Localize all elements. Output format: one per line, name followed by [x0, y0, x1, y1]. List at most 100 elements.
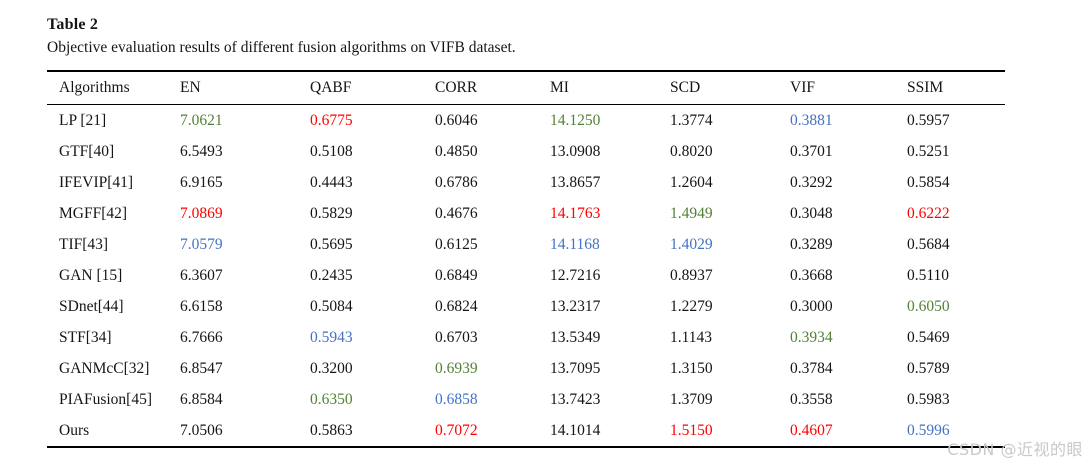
metric-value: 0.5469	[907, 328, 950, 346]
table-row: LP [21] 7.0621 0.6775 0.6046 14.1250 1.3774 0.…	[47, 105, 1005, 137]
algorithm-name: STF[34]	[59, 328, 112, 346]
column-header: SCD	[670, 70, 790, 105]
metric-value: 7.0869	[180, 204, 223, 222]
column-header: SSIM	[907, 70, 1005, 105]
metric-value: 0.6046	[435, 111, 478, 129]
algorithm-name: IFEVIP[41]	[59, 173, 134, 191]
algorithm-name: TIF[43]	[59, 235, 109, 253]
metric-value: 6.3607	[180, 266, 223, 284]
metric-value: 0.5110	[907, 266, 950, 284]
metric-value: 0.4607	[790, 415, 907, 448]
metric-value: 0.6939	[435, 359, 478, 377]
table-body: LP [21] 7.0621 0.6775 0.6046 14.1250 1.3774 0.…	[47, 105, 1005, 448]
metric-value: 0.5863	[310, 415, 435, 448]
table-row: PIAFusion[45] 6.8584 0.6350 0.6858 13.7423 1.…	[47, 384, 1005, 415]
metric-value: 0.6222	[907, 204, 950, 222]
metric-value: 6.8584	[180, 390, 223, 408]
table-row: SDnet[44] 6.6158 0.5084 0.6824 13.2317 1.2279…	[47, 291, 1005, 322]
column-header: EN	[180, 70, 310, 105]
metric-value: 12.7216	[550, 266, 601, 284]
metric-value: 7.0621	[180, 111, 223, 129]
csdn-watermark: CSDN @近视的眼	[947, 440, 1083, 459]
metric-value: 1.4029	[670, 235, 713, 253]
metric-value: 0.6350	[310, 390, 353, 408]
column-header: CORR	[435, 70, 550, 105]
metric-value: 1.4949	[670, 204, 713, 222]
metric-value: 14.1763	[550, 204, 601, 222]
table-row: GAN [15] 6.3607 0.2435 0.6849 12.7216 0.8937 0…	[47, 260, 1005, 291]
metric-value: 0.5084	[310, 297, 353, 315]
table-row: GANMcC[32] 6.8547 0.3200 0.6939 13.7095 1.315…	[47, 353, 1005, 384]
metric-value: 0.3200	[310, 359, 353, 377]
column-header: MI	[550, 70, 670, 105]
metric-value: 0.6775	[310, 111, 353, 129]
table-row: STF[34] 6.7666 0.5943 0.6703 13.5349 1.1143 0.…	[47, 322, 1005, 353]
metric-value: 6.9165	[180, 173, 223, 191]
results-table: Algorithms EN QABF CORR MI SCD VIF SSIM LP [21]…	[47, 70, 1005, 448]
metric-value: 1.3150	[670, 359, 713, 377]
metric-value: 0.5854	[907, 173, 950, 191]
metric-value: 0.6849	[435, 266, 478, 284]
column-header: VIF	[790, 70, 907, 105]
algorithm-name: LP [21]	[59, 111, 107, 129]
metric-value: 0.3881	[790, 111, 833, 129]
metric-value: 0.5789	[907, 359, 950, 377]
metric-value: 6.5493	[180, 142, 223, 160]
algorithm-name: SDnet[44]	[59, 297, 124, 315]
metric-value: 0.5983	[907, 390, 950, 408]
metric-value: 0.3000	[790, 297, 833, 315]
metric-value: 0.7072	[435, 415, 550, 448]
table-row: GTF[40] 6.5493 0.5108 0.4850 13.0908 0.8020 0.…	[47, 136, 1005, 167]
metric-value: 1.5150	[670, 415, 790, 448]
metric-value: 0.8020	[670, 142, 713, 160]
algorithm-name: GANMcC[32]	[59, 359, 150, 377]
metric-value: 1.3774	[670, 111, 713, 129]
algorithm-name: GTF[40]	[59, 142, 115, 160]
metric-value: 0.5943	[310, 328, 353, 346]
table-title: Table 2	[47, 16, 99, 33]
metric-value: 0.4676	[435, 204, 478, 222]
column-header: QABF	[310, 70, 435, 105]
metric-value: 0.5695	[310, 235, 353, 253]
metric-value: 6.7666	[180, 328, 223, 346]
metric-value: 0.3934	[790, 328, 833, 346]
algorithm-name: Ours	[47, 415, 180, 448]
metric-value: 13.7095	[550, 359, 601, 377]
metric-value: 0.6125	[435, 235, 478, 253]
metric-value: 0.5829	[310, 204, 353, 222]
metric-value: 0.6703	[435, 328, 478, 346]
metric-value: 0.3289	[790, 235, 833, 253]
metric-value: 13.2317	[550, 297, 601, 315]
table-row: TIF[43] 7.0579 0.5695 0.6125 14.1168 1.4029 0.…	[47, 229, 1005, 260]
metric-value: 0.5251	[907, 142, 950, 160]
metric-value: 6.6158	[180, 297, 223, 315]
metric-value: 0.3292	[790, 173, 833, 191]
metric-value: 0.3048	[790, 204, 833, 222]
metric-value: 13.0908	[550, 142, 601, 160]
header-row: Algorithms EN QABF CORR MI SCD VIF SSIM	[47, 70, 1005, 105]
metric-value: 0.3701	[790, 142, 833, 160]
metric-value: 0.5957	[907, 111, 950, 129]
metric-value: 13.8657	[550, 173, 601, 191]
metric-value: 0.6824	[435, 297, 478, 315]
metric-value: 1.2604	[670, 173, 713, 191]
metric-value: 1.2279	[670, 297, 713, 315]
metric-value: 14.1168	[550, 235, 600, 253]
algorithm-name: GAN [15]	[59, 266, 123, 284]
metric-value: 0.4443	[310, 173, 353, 191]
table-row: IFEVIP[41] 6.9165 0.4443 0.6786 13.8657 1.260…	[47, 167, 1005, 198]
metric-value: 0.5684	[907, 235, 950, 253]
metric-value: 6.8547	[180, 359, 223, 377]
metric-value: 0.3784	[790, 359, 833, 377]
table-row: Ours 7.0506 0.5863 0.7072 14.1014 1.5150 0.460…	[47, 415, 1005, 448]
column-header: Algorithms	[47, 70, 180, 105]
metric-value: 0.6786	[435, 173, 478, 191]
metric-value: 0.8937	[670, 266, 713, 284]
table-row: MGFF[42] 7.0869 0.5829 0.4676 14.1763 1.4949 0…	[47, 198, 1005, 229]
metric-value: 0.2435	[310, 266, 353, 284]
table-caption: Objective evaluation results of differen…	[47, 39, 516, 56]
metric-value: 14.1250	[550, 111, 601, 129]
metric-value: 7.0579	[180, 235, 223, 253]
metric-value: 7.0506	[180, 415, 310, 448]
